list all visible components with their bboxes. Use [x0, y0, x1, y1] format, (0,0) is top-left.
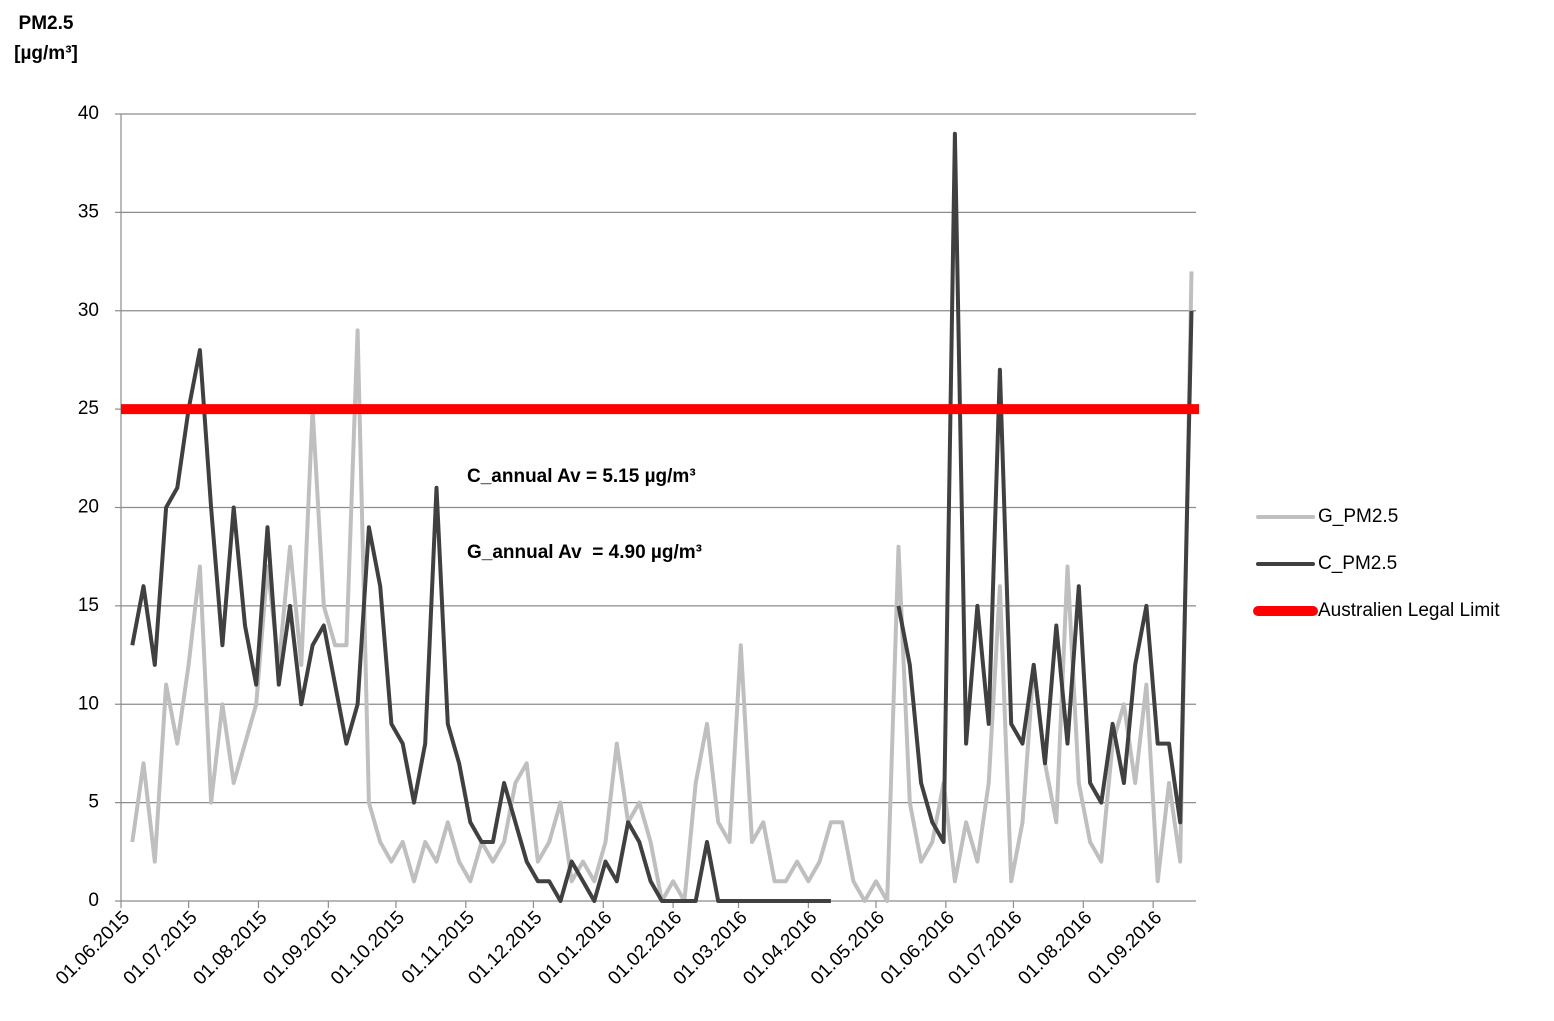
legend-label: G_PM2.5 — [1318, 506, 1398, 527]
x-tick-label: 01.05.2016 — [807, 907, 889, 989]
y-tick-label: 0 — [88, 890, 99, 911]
y-tick-label: 30 — [78, 300, 99, 321]
x-tick-label: 01.09.2016 — [1084, 907, 1166, 989]
y-tick-label: 5 — [88, 792, 99, 813]
x-tick-label: 01.07.2015 — [120, 907, 202, 989]
x-tick-label: 01.08.2015 — [189, 907, 271, 989]
annotation: C_annual Av = 5.15 µg/m³ — [467, 466, 696, 487]
x-tick-label: 01.07.2016 — [944, 907, 1026, 989]
y-tick-label: 20 — [78, 497, 99, 518]
legend-label: Australien Legal Limit — [1318, 600, 1500, 621]
data-line — [896, 131, 1194, 844]
y-tick-label: 40 — [78, 103, 99, 124]
x-tick-label: 01.10.2015 — [327, 907, 409, 989]
legend-label: C_PM2.5 — [1318, 553, 1397, 574]
y-tick-label: 15 — [78, 595, 99, 616]
data-line — [130, 271, 1194, 903]
x-tick-label: 01.12.2015 — [464, 907, 546, 989]
data-line — [130, 348, 831, 903]
y-axis-label: PM2.5 — [19, 13, 74, 34]
x-tick-label: 01.01.2016 — [534, 907, 616, 989]
y-axis-label: [µg/m³] — [14, 43, 78, 64]
y-tick-label: 10 — [78, 693, 99, 714]
y-tick-label: 25 — [78, 398, 99, 419]
annotation: G_annual Av = 4.90 µg/m³ — [467, 542, 702, 563]
x-tick-label: 01.08.2016 — [1014, 907, 1096, 989]
y-tick-label: 35 — [78, 201, 99, 222]
